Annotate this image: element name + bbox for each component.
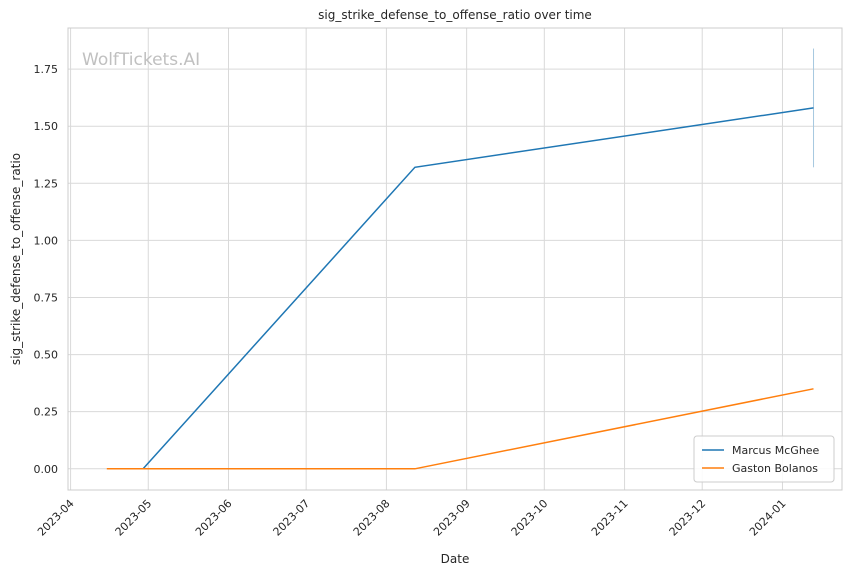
- x-tick-label: 2023-09: [431, 497, 473, 539]
- x-tick-label: 2023-06: [193, 497, 235, 539]
- x-tick-label: 2023-11: [589, 497, 631, 539]
- y-tick-label: 1.25: [34, 177, 59, 190]
- y-tick-label: 0.25: [34, 406, 59, 419]
- x-tick-label: 2024-01: [747, 497, 789, 539]
- y-tick-label: 0.00: [34, 463, 59, 476]
- y-axis-label: sig_strike_defense_to_offense_ratio: [9, 153, 23, 365]
- plot-frame: [67, 27, 843, 491]
- series-line: [142, 107, 814, 470]
- x-axis-ticks: 2023-04 2023-05 2023-06 2023-07 2023-08 2023-…: [35, 497, 789, 539]
- x-tick-label: 2023-04: [35, 497, 77, 539]
- legend-label: Gaston Bolanos: [732, 462, 818, 475]
- watermark: WolfTickets.AI: [82, 50, 200, 70]
- x-tick-label: 2023-08: [351, 497, 393, 539]
- data-lines: [106, 48, 815, 470]
- y-tick-label: 1.00: [34, 234, 59, 247]
- x-axis-label: Date: [441, 552, 470, 566]
- chart-title: sig_strike_defense_to_offense_ratio over…: [318, 8, 592, 22]
- legend-box: [693, 435, 835, 483]
- x-tick-label: 2023-10: [509, 497, 551, 539]
- series-line: [106, 388, 814, 470]
- x-tick-label: 2023-05: [113, 497, 155, 539]
- y-tick-label: 1.50: [34, 120, 59, 133]
- legend-label: Marcus McGhee: [732, 444, 820, 457]
- y-tick-label: 1.75: [34, 63, 59, 76]
- y-tick-label: 0.50: [34, 349, 59, 362]
- legend: Marcus McGhee Gaston Bolanos: [693, 435, 835, 483]
- y-axis-ticks: 0.00 0.25 0.50 0.75 1.00 1.25 1.50 1.75: [34, 63, 59, 476]
- grid: [68, 28, 842, 490]
- y-tick-label: 0.75: [34, 291, 59, 304]
- x-tick-label: 2023-12: [667, 497, 709, 539]
- x-tick-label: 2023-07: [271, 497, 313, 539]
